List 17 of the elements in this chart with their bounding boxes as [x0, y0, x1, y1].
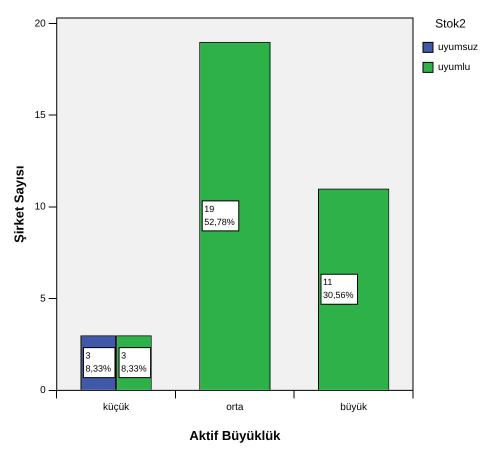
data-label: 11 30,56%: [322, 277, 354, 300]
legend-title: Stok2: [435, 16, 466, 30]
y-tick-label: 15: [34, 110, 46, 121]
y-tick-label: 20: [34, 18, 46, 30]
legend-label: uyumsuz: [438, 42, 478, 54]
y-tick-label: 10: [34, 202, 46, 213]
x-tick-label: büyük: [340, 402, 368, 414]
y-tick-label: 5: [40, 293, 46, 304]
data-label: 3 8,33%: [121, 350, 147, 374]
x-axis-title: Aktif Büyüklük: [189, 428, 282, 443]
data-label: 3 8,33%: [85, 350, 112, 374]
y-axis-title: Şirket Sayısı: [11, 166, 26, 243]
x-tick-label: küçük: [103, 402, 130, 414]
legend-label: uyumlu: [438, 62, 470, 74]
data-label: 19 52,78%: [204, 204, 235, 227]
x-tick-label: orta: [226, 402, 244, 414]
y-tick-label: 0: [40, 385, 46, 396]
